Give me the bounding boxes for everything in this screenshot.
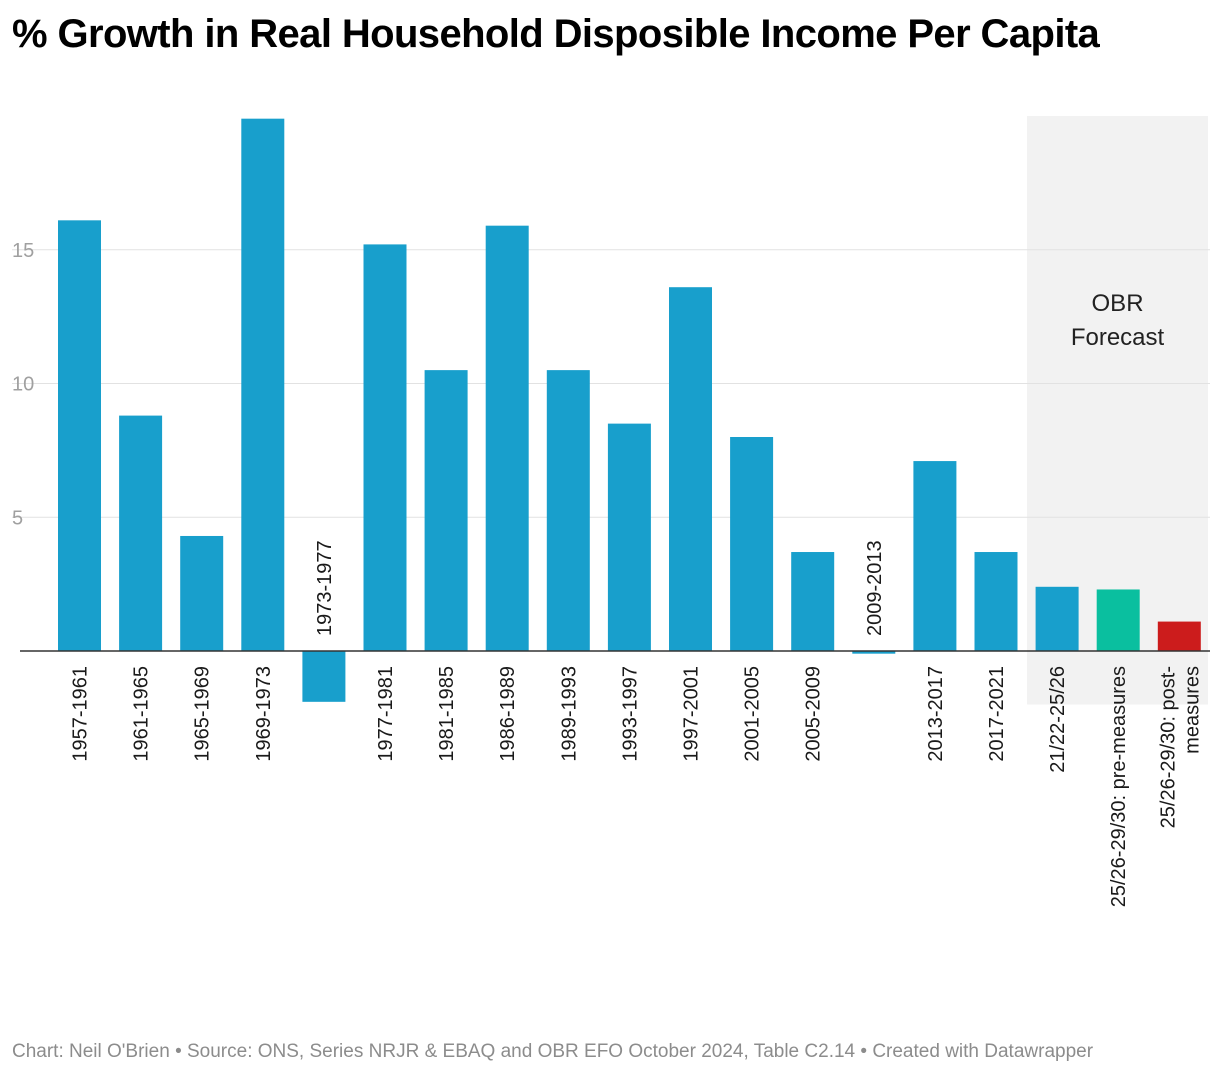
x-tick-label: 1969-1973 xyxy=(253,666,275,762)
bar xyxy=(119,415,163,651)
x-tick-label: 2017-2021 xyxy=(986,666,1008,762)
x-tick-label: 1981-1985 xyxy=(436,666,458,762)
y-tick-label: 5 xyxy=(12,507,23,529)
bar xyxy=(241,118,285,652)
bar xyxy=(974,552,1018,651)
bar xyxy=(485,225,529,652)
y-tick-label: 10 xyxy=(12,374,34,396)
forecast-label: OBR xyxy=(1092,290,1144,317)
x-tick-label: 1986-1989 xyxy=(497,666,519,762)
x-tick-label: 1989-1993 xyxy=(558,666,580,762)
x-tick-label: 1993-1997 xyxy=(619,666,641,762)
x-tick-label: 1973-1977 xyxy=(314,540,336,636)
x-tick-label: 2013-2017 xyxy=(925,666,947,762)
chart-title: % Growth in Real Household Disposible In… xyxy=(12,12,1100,56)
forecast-label: Forecast xyxy=(1071,324,1165,351)
bar xyxy=(546,370,590,651)
x-tick-label: 2005-2009 xyxy=(803,666,825,762)
x-tick-label: 21/22-25/26 xyxy=(1047,666,1069,773)
y-tick-label: 15 xyxy=(12,240,34,262)
x-tick-label: 1965-1969 xyxy=(192,666,214,762)
x-tick-label: 1997-2001 xyxy=(681,666,703,762)
bar xyxy=(1096,589,1140,651)
bar xyxy=(852,651,896,654)
bar xyxy=(913,461,957,651)
x-tick-label: 2001-2005 xyxy=(742,666,764,762)
x-tick-label: 1957-1961 xyxy=(70,666,92,762)
bar xyxy=(1035,586,1079,651)
bar xyxy=(791,552,835,651)
bar xyxy=(730,437,774,651)
bar-chart: OBR Forecast 5 10 15 1957-1961 1961-1965 1965-1… xyxy=(12,116,1210,907)
bar xyxy=(302,651,346,702)
x-tick-label: 2009-2013 xyxy=(864,540,886,636)
bar xyxy=(1157,621,1201,651)
x-tick-label: 25/26-29/30: post-measures xyxy=(1157,666,1203,828)
bar xyxy=(58,220,101,651)
bar xyxy=(424,370,468,651)
bar xyxy=(669,287,712,651)
source-footer: Chart: Neil O'Brien • Source: ONS, Serie… xyxy=(12,1041,1094,1062)
bar xyxy=(180,535,224,651)
x-tick-label: 25/26-29/30: pre-measures xyxy=(1108,666,1130,907)
x-tick-label: 1977-1981 xyxy=(375,666,397,762)
bar xyxy=(607,423,651,651)
x-tick-label: 1961-1965 xyxy=(131,666,153,762)
bar xyxy=(363,244,407,651)
